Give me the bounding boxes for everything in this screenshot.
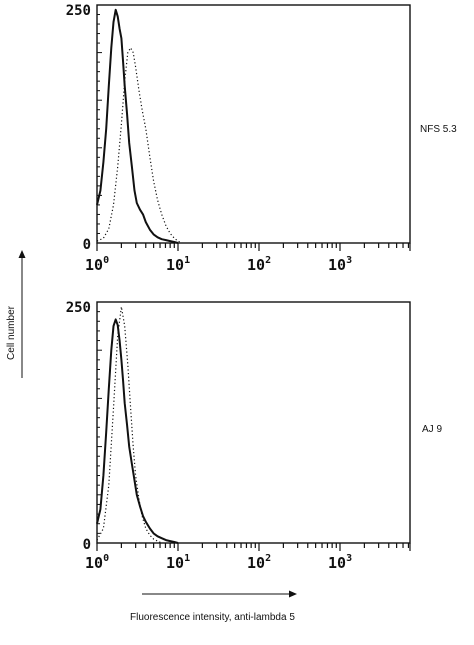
x-tick-label: 103 [328,553,352,572]
solid-histogram-line [96,8,179,244]
solid-histogram-line [96,318,179,544]
x-tick-label: 100 [85,553,109,572]
y-tick-label-zero: 0 [83,537,91,553]
x-tick-label-base: 10 [328,256,346,274]
dotted-histogram-line [96,306,162,544]
plot-frame [96,4,411,244]
y-axis-arrow-head [18,250,26,258]
x-tick-label-base: 10 [85,256,103,274]
y-tick-label-zero: 0 [83,237,91,253]
x-tick-label: 102 [247,553,271,572]
y-axis-title: Cell number [6,305,17,360]
x-tick-label-exponent: 2 [265,255,271,266]
x-tick-label-exponent: 3 [346,255,352,266]
x-tick-label-base: 10 [247,256,265,274]
plot-frame [96,301,411,544]
y-tick-label-max: 250 [66,300,91,316]
x-tick-label-exponent: 1 [184,553,190,564]
y-axis-title-group: Cell number [6,250,26,378]
panel-label: AJ 9 [422,424,442,435]
y-tick-label-max: 250 [66,3,91,19]
x-tick-label: 101 [166,553,190,572]
x-axis-title-group: Fluorescence intensity, anti-lambda 5 [130,590,297,623]
x-tick-label-exponent: 0 [103,553,109,564]
x-axis-arrow-head [289,590,297,598]
x-tick-label-exponent: 3 [346,553,352,564]
x-tick-label-base: 10 [85,554,103,572]
x-axis-title: Fluorescence intensity, anti-lambda 5 [130,612,295,623]
panel-label: NFS 5.3 [420,124,457,135]
x-tick-label-base: 10 [247,554,265,572]
dotted-histogram-line [96,47,183,244]
x-tick-label-exponent: 2 [265,553,271,564]
x-tick-label-base: 10 [328,554,346,572]
x-tick-label: 101 [166,255,190,274]
x-tick-label-base: 10 [166,554,184,572]
x-tick-label: 102 [247,255,271,274]
x-tick-label: 100 [85,255,109,274]
x-tick-label-exponent: 0 [103,255,109,266]
x-tick-label-exponent: 1 [184,255,190,266]
x-tick-label: 103 [328,255,352,274]
x-tick-label-base: 10 [166,256,184,274]
